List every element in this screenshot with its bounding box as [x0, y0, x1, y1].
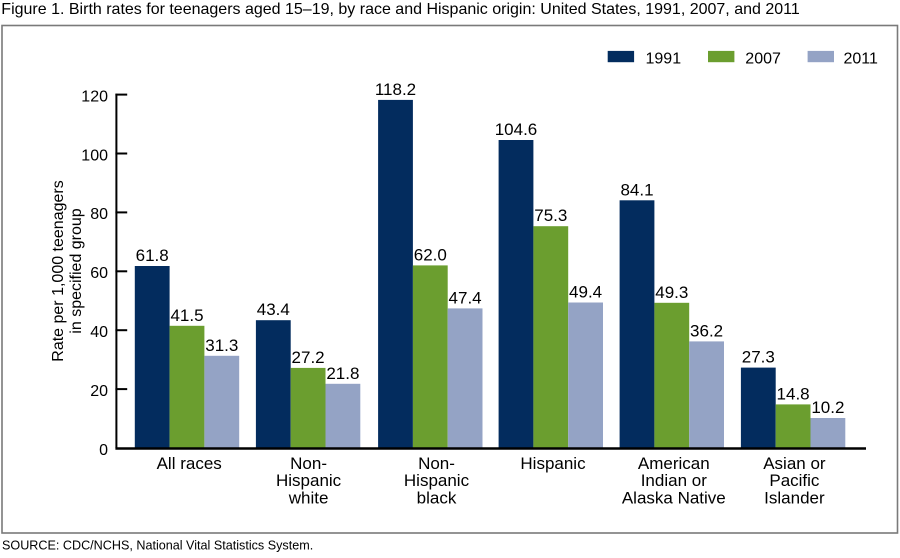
- svg-text:27.2: 27.2: [292, 348, 325, 367]
- svg-text:Non-: Non-: [418, 454, 455, 473]
- svg-text:Hispanic: Hispanic: [404, 471, 470, 490]
- svg-text:61.8: 61.8: [136, 246, 169, 265]
- svg-text:43.4: 43.4: [257, 300, 290, 319]
- svg-text:41.5: 41.5: [170, 306, 203, 325]
- svg-text:27.3: 27.3: [742, 348, 775, 367]
- svg-text:white: white: [288, 488, 329, 507]
- svg-text:49.3: 49.3: [655, 283, 688, 302]
- svg-text:Non-: Non-: [290, 454, 327, 473]
- svg-text:118.2: 118.2: [375, 80, 416, 99]
- svg-text:36.2: 36.2: [690, 321, 723, 340]
- svg-text:0: 0: [99, 442, 108, 459]
- svg-text:14.8: 14.8: [777, 384, 810, 403]
- svg-text:American: American: [638, 454, 710, 473]
- svg-text:in specified group: in specified group: [68, 208, 85, 334]
- svg-text:1991: 1991: [646, 50, 682, 67]
- svg-text:Alaska Native: Alaska Native: [622, 488, 726, 507]
- svg-text:100: 100: [81, 147, 108, 164]
- svg-text:Asian or: Asian or: [763, 454, 826, 473]
- svg-text:120: 120: [81, 88, 108, 105]
- svg-text:104.6: 104.6: [495, 120, 538, 139]
- svg-text:Pacific: Pacific: [769, 471, 820, 490]
- svg-text:75.3: 75.3: [534, 206, 567, 225]
- svg-text:2011: 2011: [844, 50, 879, 67]
- svg-text:Hispanic: Hispanic: [276, 471, 342, 490]
- svg-text:20: 20: [90, 383, 108, 400]
- svg-text:31.3: 31.3: [205, 336, 238, 355]
- svg-text:Rate per 1,000 teenagers: Rate per 1,000 teenagers: [50, 180, 67, 361]
- svg-text:2007: 2007: [745, 50, 781, 67]
- svg-text:All races: All races: [157, 454, 222, 473]
- svg-text:62.0: 62.0: [414, 245, 447, 264]
- svg-text:60: 60: [90, 265, 108, 282]
- svg-text:black: black: [417, 488, 457, 507]
- svg-text:21.8: 21.8: [326, 364, 359, 383]
- svg-text:SOURCE: CDC/NCHS, National Vit: SOURCE: CDC/NCHS, National Vital Statist…: [2, 539, 313, 553]
- svg-text:Islander: Islander: [764, 488, 825, 507]
- svg-text:49.4: 49.4: [569, 283, 602, 302]
- svg-text:10.2: 10.2: [811, 398, 844, 417]
- svg-text:80: 80: [90, 206, 108, 223]
- svg-text:Figure 1. Birth rates for teen: Figure 1. Birth rates for teenagers aged…: [1, 1, 800, 18]
- svg-text:Hispanic: Hispanic: [520, 454, 586, 473]
- svg-text:47.4: 47.4: [449, 288, 482, 307]
- svg-text:Indian or: Indian or: [641, 471, 707, 490]
- svg-text:84.1: 84.1: [620, 180, 653, 199]
- svg-text:40: 40: [90, 324, 108, 341]
